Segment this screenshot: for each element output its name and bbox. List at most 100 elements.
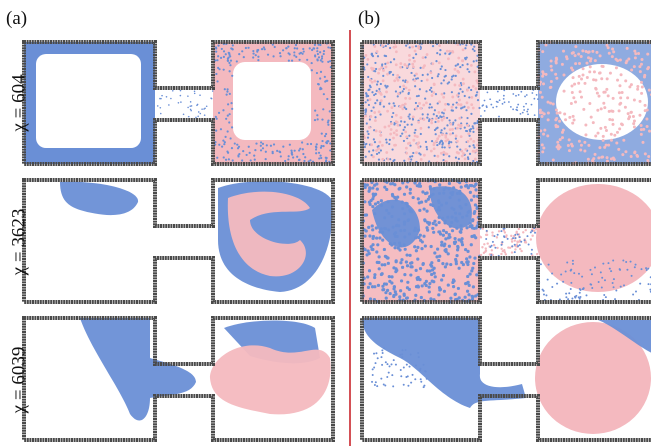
- particle: [464, 126, 466, 128]
- particle: [375, 130, 378, 133]
- particle: [423, 207, 426, 210]
- particle: [318, 152, 320, 154]
- particle: [412, 57, 414, 59]
- particle: [367, 133, 369, 135]
- particle: [384, 126, 387, 129]
- particle: [591, 50, 594, 53]
- particle: [598, 95, 601, 98]
- particle: [245, 47, 247, 49]
- particle: [543, 294, 545, 296]
- particle: [365, 213, 368, 216]
- particle: [418, 102, 421, 105]
- particle: [399, 86, 401, 88]
- particle: [627, 57, 630, 60]
- particle: [467, 132, 470, 135]
- particle: [365, 156, 367, 158]
- particle: [470, 224, 473, 227]
- particle: [466, 101, 469, 104]
- particle: [382, 69, 385, 72]
- particle: [625, 61, 628, 64]
- particle: [547, 101, 550, 104]
- particle: [376, 50, 379, 53]
- particle: [370, 143, 373, 146]
- particle: [541, 50, 544, 53]
- particle: [223, 143, 225, 145]
- particle: [624, 79, 627, 82]
- figure: (a) (b) χ = 604 χ = 3623 χ = 6039: [0, 0, 651, 446]
- particle: [620, 286, 622, 288]
- particle: [633, 119, 636, 122]
- particle: [416, 284, 419, 287]
- particle: [386, 85, 388, 87]
- particle: [441, 146, 443, 148]
- particle: [367, 76, 369, 78]
- particle: [408, 158, 411, 161]
- particle: [372, 368, 374, 370]
- particle: [378, 152, 380, 154]
- particle: [551, 286, 553, 288]
- particle: [517, 234, 519, 236]
- particle: [306, 59, 308, 61]
- particle: [634, 266, 636, 268]
- particle: [646, 159, 649, 162]
- particle: [321, 57, 323, 59]
- particle: [470, 199, 473, 202]
- particle: [640, 58, 643, 61]
- particle: [378, 88, 380, 90]
- particle: [437, 293, 440, 296]
- particle: [228, 52, 230, 54]
- particle: [639, 100, 642, 103]
- particle: [469, 130, 471, 132]
- particle: [446, 138, 449, 141]
- particle: [492, 107, 494, 109]
- particle: [392, 112, 394, 114]
- particle: [422, 74, 424, 76]
- particle: [368, 126, 371, 129]
- particle: [469, 153, 471, 155]
- particle: [460, 150, 463, 153]
- particle: [391, 194, 394, 197]
- particle: [414, 294, 417, 297]
- particle: [386, 141, 388, 143]
- particle: [460, 135, 463, 138]
- particle: [256, 51, 258, 53]
- particle: [301, 141, 303, 143]
- particle: [420, 67, 422, 69]
- particle: [460, 186, 463, 189]
- particle: [500, 253, 502, 255]
- particle: [466, 124, 469, 127]
- particle: [434, 275, 437, 278]
- particle: [647, 66, 650, 69]
- particle: [572, 76, 575, 79]
- panel-label: (b): [358, 8, 380, 29]
- particle: [435, 223, 438, 226]
- particle: [480, 254, 482, 256]
- particle: [599, 127, 602, 130]
- particle: [273, 143, 275, 145]
- particle: [407, 93, 409, 95]
- particle: [491, 245, 493, 247]
- particle: [646, 125, 649, 128]
- particle: [466, 275, 469, 278]
- particle: [392, 160, 394, 162]
- particle: [580, 77, 583, 80]
- particle: [431, 268, 434, 271]
- particle: [399, 62, 402, 65]
- particle: [393, 102, 395, 104]
- particle: [457, 238, 460, 241]
- particle: [395, 50, 398, 53]
- particle: [573, 118, 576, 121]
- particle: [373, 45, 376, 48]
- particle: [225, 118, 227, 120]
- particle: [387, 262, 390, 265]
- particle: [453, 237, 456, 240]
- particle: [374, 102, 376, 104]
- particle: [455, 138, 457, 140]
- particles: [24, 41, 651, 434]
- particle: [227, 103, 229, 105]
- particle: [425, 280, 428, 283]
- particle: [448, 155, 450, 157]
- particle: [416, 257, 419, 260]
- particle: [565, 293, 567, 295]
- particle: [580, 96, 583, 99]
